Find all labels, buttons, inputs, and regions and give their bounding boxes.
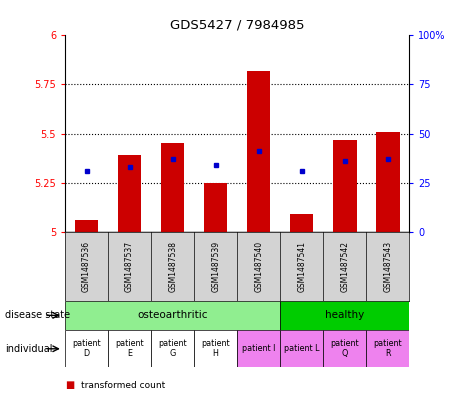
Bar xyxy=(237,330,280,367)
Bar xyxy=(75,220,99,232)
Bar xyxy=(323,330,366,367)
Bar xyxy=(366,330,409,367)
Bar xyxy=(247,71,271,232)
Text: GSM1487540: GSM1487540 xyxy=(254,241,263,292)
Bar xyxy=(151,330,194,367)
Bar xyxy=(161,143,185,232)
Text: ■: ■ xyxy=(65,380,74,390)
Text: GSM1487536: GSM1487536 xyxy=(82,241,91,292)
Text: GSM1487542: GSM1487542 xyxy=(340,241,349,292)
Bar xyxy=(280,330,323,367)
Bar xyxy=(376,132,399,232)
Text: patient
H: patient H xyxy=(201,339,230,358)
Text: disease state: disease state xyxy=(5,310,70,320)
Text: patient
R: patient R xyxy=(373,339,402,358)
Text: patient
E: patient E xyxy=(115,339,144,358)
Text: individual: individual xyxy=(5,344,52,354)
Bar xyxy=(333,140,357,232)
Text: patient L: patient L xyxy=(284,344,319,353)
Text: patient
Q: patient Q xyxy=(330,339,359,358)
Bar xyxy=(118,155,141,232)
Bar xyxy=(204,183,227,232)
Text: GSM1487538: GSM1487538 xyxy=(168,241,177,292)
Text: healthy: healthy xyxy=(325,310,364,320)
Text: GSM1487541: GSM1487541 xyxy=(297,241,306,292)
Title: GDS5427 / 7984985: GDS5427 / 7984985 xyxy=(170,18,305,31)
Text: GSM1487543: GSM1487543 xyxy=(383,241,392,292)
Bar xyxy=(194,330,237,367)
Bar xyxy=(290,214,313,232)
Text: osteoarthritic: osteoarthritic xyxy=(137,310,208,320)
Bar xyxy=(65,330,108,367)
Text: GSM1487537: GSM1487537 xyxy=(125,241,134,292)
Text: patient I: patient I xyxy=(242,344,275,353)
Bar xyxy=(108,330,151,367)
Bar xyxy=(65,301,280,330)
Text: patient
D: patient D xyxy=(72,339,101,358)
Text: GSM1487539: GSM1487539 xyxy=(211,241,220,292)
Text: patient
G: patient G xyxy=(158,339,187,358)
Bar xyxy=(280,301,409,330)
Text: transformed count: transformed count xyxy=(81,381,166,389)
